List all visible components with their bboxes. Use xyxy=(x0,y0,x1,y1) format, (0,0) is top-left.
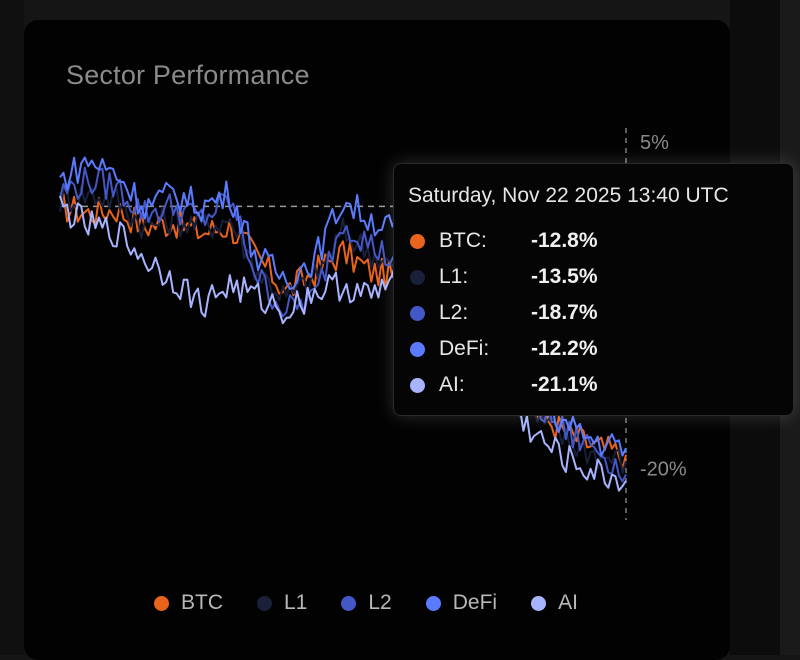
series-line-ai[interactable] xyxy=(59,195,627,492)
legend-label-l2: L2 xyxy=(368,591,392,614)
legend-dot-l2 xyxy=(341,595,357,611)
left-background-strip xyxy=(0,0,24,655)
tooltip-name-defi: DeFi: xyxy=(439,337,490,360)
tooltip-dot-btc xyxy=(410,233,425,249)
tooltip-value-ai: -21.1% xyxy=(531,373,598,396)
tooltip-name-btc: BTC: xyxy=(439,229,487,252)
legend-dot-defi xyxy=(425,595,441,611)
tooltip-row-defi: DeFi: -12.2% xyxy=(410,334,598,364)
legend-item-btc[interactable]: BTC xyxy=(154,591,223,615)
tooltip-value-defi: -12.2% xyxy=(531,337,598,360)
tooltip-dot-l2 xyxy=(410,305,425,321)
legend-dot-btc xyxy=(154,595,169,611)
legend-label-defi: DeFi xyxy=(452,591,498,614)
tooltip-row-l1: L1: -13.5% xyxy=(410,262,598,292)
legend-item-defi[interactable]: DeFi xyxy=(425,591,498,615)
legend-dot-l1 xyxy=(257,595,272,611)
chart-tooltip: Saturday, Nov 22 2025 13:40 UTC BTC: -12… xyxy=(393,163,794,416)
chart-legend: BTC L1 L2 DeFi AI xyxy=(154,588,612,618)
card-title: Sector Performance xyxy=(66,60,310,90)
legend-item-l1[interactable]: L1 xyxy=(257,591,307,615)
y-tick-label: 5% xyxy=(640,132,669,154)
tooltip-row-l2: L2: -18.7% xyxy=(410,298,598,328)
tooltip-name-l1: L1: xyxy=(439,265,469,288)
legend-label-l1: L1 xyxy=(284,591,308,614)
tooltip-dot-ai xyxy=(410,377,425,393)
tooltip-name-ai: AI: xyxy=(439,373,465,396)
tooltip-date: Saturday, Nov 22 2025 13:40 UTC xyxy=(408,184,729,207)
tooltip-value-l1: -13.5% xyxy=(531,265,598,288)
legend-dot-ai xyxy=(531,595,547,611)
tooltip-dot-l1 xyxy=(410,269,425,285)
legend-label-btc: BTC xyxy=(181,591,223,614)
tooltip-name-l2: L2: xyxy=(439,301,469,324)
tooltip-value-l2: -18.7% xyxy=(531,301,598,324)
legend-item-l2[interactable]: L2 xyxy=(341,591,392,615)
tooltip-value-btc: -12.8% xyxy=(531,229,598,252)
tooltip-dot-defi xyxy=(410,341,425,357)
tooltip-row-btc: BTC: -12.8% xyxy=(410,226,598,256)
tooltip-row-ai: AI: -21.1% xyxy=(410,370,598,400)
legend-label-ai: AI xyxy=(558,591,578,614)
y-tick-label: -20% xyxy=(640,459,687,481)
legend-item-ai[interactable]: AI xyxy=(531,591,578,615)
